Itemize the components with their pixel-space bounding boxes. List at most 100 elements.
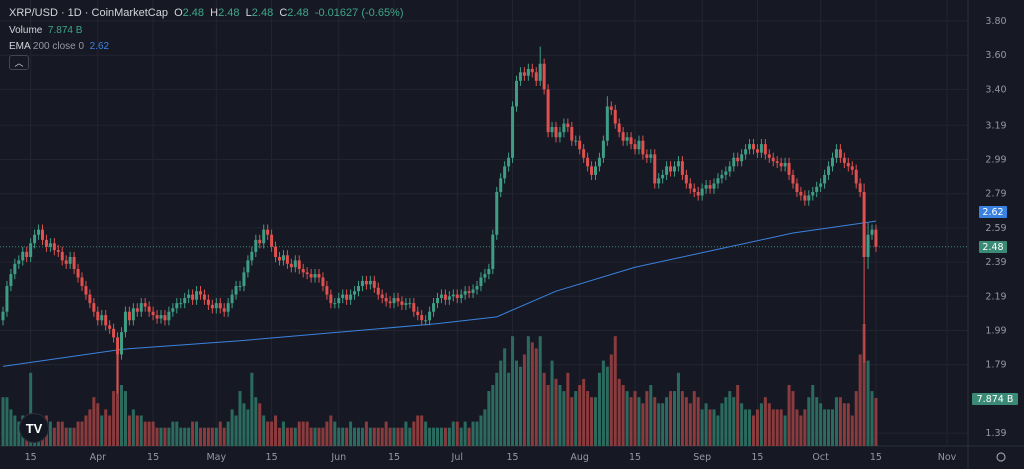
candle-body — [787, 162, 791, 175]
candle-body — [807, 195, 811, 201]
candle-body — [676, 161, 680, 167]
candle-body — [72, 256, 76, 269]
volume-bar — [518, 366, 522, 446]
candle-body — [64, 260, 68, 264]
volume-bar — [171, 421, 175, 446]
candle-body — [443, 294, 447, 300]
volume-legend[interactable]: Volume 7.874 B — [9, 25, 82, 36]
volume-bar — [309, 427, 313, 446]
candle-body — [222, 308, 226, 312]
volume-bar — [104, 409, 108, 446]
volume-bar — [341, 427, 345, 446]
volume-bar — [744, 409, 748, 446]
volume-bar — [210, 427, 214, 446]
open-label: O — [174, 7, 183, 19]
candle-body — [755, 149, 759, 153]
candle-body — [285, 255, 289, 264]
candle-body — [621, 132, 625, 141]
candle-body — [143, 303, 147, 307]
volume-bar — [120, 385, 123, 446]
candle-body — [720, 174, 724, 179]
candle-body — [661, 174, 665, 179]
time-tick-label: Jul — [451, 452, 463, 463]
volume-bar — [432, 427, 436, 446]
candle-body — [258, 239, 262, 244]
candle-body — [846, 162, 850, 167]
candle-body — [795, 183, 799, 192]
volume-bar — [838, 397, 842, 446]
volume-bar — [191, 421, 195, 446]
volume-bar — [874, 397, 878, 446]
candle-body — [566, 123, 570, 128]
volume-bar — [289, 427, 293, 446]
time-tick-label: 15 — [388, 452, 400, 463]
volume-bar — [1, 397, 5, 446]
volume-bar — [538, 336, 542, 446]
volume-bar — [29, 372, 33, 446]
candle-body — [791, 174, 795, 184]
candle-body — [100, 315, 104, 321]
time-tick-label: Nov — [938, 452, 957, 463]
volume-bar — [226, 421, 230, 446]
candle-body — [123, 311, 127, 333]
candle-body — [530, 68, 534, 73]
volume-bar — [846, 403, 850, 446]
candle-body — [171, 308, 175, 312]
candle-body — [412, 303, 416, 312]
candle-body — [459, 294, 463, 299]
volume-bar — [854, 391, 858, 446]
candle-body — [297, 260, 301, 269]
candle-body — [155, 315, 159, 319]
candle-body — [163, 315, 167, 321]
candle-body — [594, 166, 597, 175]
volume-bar — [305, 421, 309, 446]
volume-bar — [562, 391, 566, 446]
candle-body — [669, 166, 673, 172]
volume-bar — [392, 427, 396, 446]
volume-bar — [823, 409, 827, 446]
candle-body — [191, 294, 195, 300]
candle-body — [522, 72, 526, 76]
candle-body — [637, 140, 641, 150]
candle-body — [763, 144, 767, 155]
volume-bar — [412, 421, 416, 446]
settings-gear-icon[interactable] — [996, 452, 1006, 462]
candle-body — [199, 291, 202, 295]
volume-bar — [333, 421, 337, 446]
candle-body — [380, 294, 384, 299]
candle-body — [404, 303, 408, 305]
price-tick-label: 2.79 — [985, 189, 1006, 200]
ema-legend[interactable]: EMA 200 close 0 2.62 — [9, 41, 109, 52]
volume-bar — [530, 342, 534, 446]
candle-body — [420, 315, 424, 321]
volume-bar — [680, 391, 684, 446]
candle-body — [554, 127, 558, 138]
volume-bar — [151, 421, 155, 446]
volume-bar — [254, 397, 258, 446]
candle-body — [195, 291, 199, 300]
candle-body — [416, 311, 420, 316]
candle-body — [511, 106, 515, 158]
candle-body — [716, 178, 720, 184]
candle-body — [617, 123, 621, 133]
candle-body — [321, 277, 325, 287]
volume-bar — [661, 403, 665, 446]
volume-bar — [206, 427, 210, 446]
volume-bar — [483, 409, 487, 446]
candle-body — [179, 303, 183, 305]
candle-body — [349, 294, 353, 300]
candle-body — [550, 127, 554, 133]
candle-body — [499, 178, 503, 192]
tradingview-logo[interactable]: TV — [19, 413, 49, 443]
collapse-legend-button[interactable]: ︿ — [9, 55, 29, 70]
candle-body — [270, 234, 274, 247]
candle-body — [226, 303, 230, 312]
candle-body — [372, 280, 376, 288]
volume-bar — [428, 427, 432, 446]
candle-body — [831, 157, 834, 167]
volume-bar — [684, 397, 688, 446]
volume-bar — [637, 397, 641, 446]
volume-bar — [416, 415, 420, 446]
candle-body — [586, 157, 590, 167]
